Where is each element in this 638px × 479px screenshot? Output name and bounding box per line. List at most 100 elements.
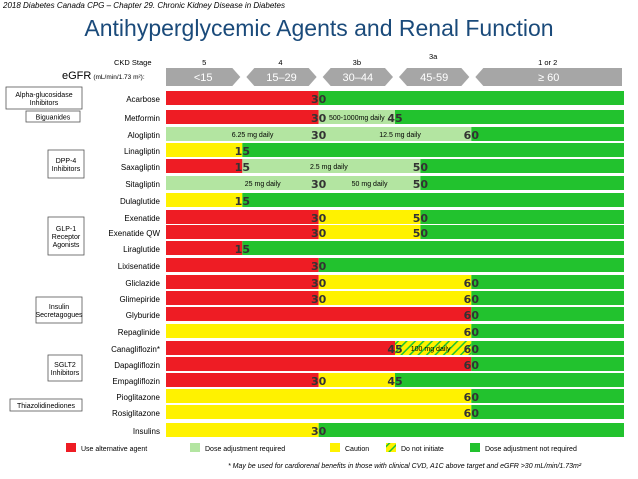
legend-label: Dose adjustment required bbox=[205, 446, 285, 453]
legend-swatch bbox=[190, 443, 200, 452]
threshold-label: 45 bbox=[387, 112, 402, 125]
drug-name: Metformin bbox=[124, 114, 160, 123]
drug-class-box: Insulin Secretagogues bbox=[35, 296, 83, 324]
egfr-label-unit: (mL/min/1.73 m²): bbox=[93, 74, 144, 81]
threshold-label: 15 bbox=[235, 243, 250, 256]
threshold-label: 30 bbox=[311, 178, 327, 191]
drug-name: Exenatide QW bbox=[108, 229, 160, 238]
egfr-band-arrow bbox=[246, 68, 317, 86]
legend-item: Dose adjustment required bbox=[190, 443, 285, 453]
drug-row: Lixisenatide 30 bbox=[118, 258, 624, 273]
ckd-stage-label: CKD Stage bbox=[114, 58, 152, 67]
legend-swatch bbox=[470, 443, 480, 452]
row-segment bbox=[420, 159, 624, 173]
header-note: 2018 Diabetes Canada CPG – Chapter 29. C… bbox=[3, 1, 285, 10]
egfr-band-arrow bbox=[399, 68, 470, 86]
drug-name: Liraglutide bbox=[123, 245, 160, 254]
drug-name: Rosiglitazone bbox=[112, 409, 161, 418]
threshold-label: 45 bbox=[387, 343, 402, 356]
drug-row: Pioglitazone 60 bbox=[116, 389, 624, 404]
ckd-stage-value: 4 bbox=[278, 58, 282, 67]
row-segment bbox=[318, 210, 421, 224]
row-segment bbox=[395, 341, 472, 355]
threshold-label: 50 bbox=[413, 161, 429, 174]
row-segment bbox=[242, 193, 625, 207]
row-segment bbox=[166, 225, 319, 239]
threshold-label: 30 bbox=[311, 277, 327, 290]
threshold-label: 30 bbox=[311, 212, 327, 225]
class-label: GLP-1 Receptor Agonists bbox=[52, 226, 81, 249]
class-box-frame bbox=[47, 216, 85, 256]
egfr-band-label: 45-59 bbox=[420, 72, 448, 84]
drug-name: Sitagliptin bbox=[125, 180, 160, 189]
drug-class-box: Biguanides bbox=[25, 110, 81, 123]
drug-row: Exenatide 30 50 bbox=[124, 210, 624, 225]
threshold-label: 30 bbox=[311, 293, 327, 306]
legend-label: Dose adjustment not required bbox=[485, 446, 577, 453]
class-box-frame bbox=[47, 149, 85, 179]
drug-class-boxes: Alpha-glucosidase Inhibitors Biguanides DPP… bbox=[5, 86, 85, 412]
drug-name: Linagliptin bbox=[124, 147, 160, 156]
drug-class-box: SGLT2 Inhibitors bbox=[47, 354, 83, 382]
row-segment bbox=[166, 307, 472, 321]
egfr-label-main: eGFR bbox=[62, 70, 91, 82]
row-segment bbox=[471, 405, 624, 419]
threshold-label: 60 bbox=[464, 309, 480, 322]
footnote: * May be used for cardiorenal benefits i… bbox=[228, 463, 582, 470]
legend-item: Dose adjustment not required bbox=[470, 443, 577, 453]
row-segment bbox=[166, 127, 472, 141]
row-segment bbox=[166, 176, 421, 190]
drug-row: Glimepiride 30 60 bbox=[120, 291, 624, 306]
row-segment bbox=[318, 91, 624, 105]
drug-row: Dulaglutide 15 bbox=[120, 193, 625, 208]
row-segment bbox=[166, 159, 243, 173]
row-segment bbox=[395, 110, 624, 124]
threshold-label: 60 bbox=[464, 359, 480, 372]
dose-note: 500-1000mg daily bbox=[329, 115, 385, 122]
threshold-label: 60 bbox=[464, 326, 480, 339]
drug-name: Empagliflozin bbox=[112, 377, 160, 386]
threshold-label: 50 bbox=[413, 212, 429, 225]
drug-name: Exenatide bbox=[124, 214, 160, 223]
row-segment bbox=[471, 341, 624, 355]
egfr-band-label: 30–44 bbox=[343, 72, 374, 84]
threshold-label: 30 bbox=[311, 129, 327, 142]
row-segment bbox=[471, 307, 624, 321]
row-segment bbox=[166, 357, 472, 371]
row-segment bbox=[166, 210, 319, 224]
threshold-label: 30 bbox=[311, 227, 327, 240]
threshold-label: 60 bbox=[464, 277, 480, 290]
row-segment bbox=[166, 143, 243, 157]
drug-name: Lixisenatide bbox=[118, 262, 161, 271]
row-segment bbox=[420, 210, 624, 224]
drug-name: Repaglinide bbox=[118, 328, 161, 337]
threshold-label: 15 bbox=[235, 195, 250, 208]
dose-note: 25 mg daily bbox=[245, 181, 281, 188]
dose-note: 100 mg daily bbox=[411, 346, 451, 353]
threshold-label: 30 bbox=[311, 112, 327, 125]
drug-row: Canagliflozin* 100 mg daily 45 60 bbox=[111, 341, 624, 356]
row-segment bbox=[420, 176, 624, 190]
egfr-band-arrow bbox=[322, 68, 393, 86]
drug-name: Alogliptin bbox=[128, 131, 160, 140]
row-segment bbox=[471, 389, 624, 403]
drug-row: Repaglinide 60 bbox=[118, 324, 624, 339]
row-segment bbox=[166, 91, 319, 105]
drug-row: Insulins 30 bbox=[133, 423, 624, 438]
threshold-label: 30 bbox=[311, 375, 327, 388]
drug-row: Liraglutide 15 bbox=[123, 241, 625, 256]
drug-name: Dapagliflozin bbox=[114, 361, 160, 370]
drug-name: Glimepiride bbox=[120, 295, 161, 304]
drug-row: Sitagliptin 25 mg daily 50 mg daily 30 50 bbox=[125, 176, 624, 191]
legend-label: Do not initiate bbox=[401, 446, 444, 453]
ckd-stage-value: 5 bbox=[202, 58, 206, 67]
threshold-label: 60 bbox=[464, 391, 480, 404]
legend: Use alternative agent Dose adjustment req… bbox=[66, 443, 577, 453]
row-segment bbox=[471, 324, 624, 338]
legend-item: Do not initiate bbox=[386, 443, 444, 453]
row-segment bbox=[318, 258, 624, 272]
legend-label: Caution bbox=[345, 446, 369, 453]
drug-row: Rosiglitazone 60 bbox=[112, 405, 624, 420]
drug-class-box: GLP-1 Receptor Agonists bbox=[47, 216, 85, 256]
